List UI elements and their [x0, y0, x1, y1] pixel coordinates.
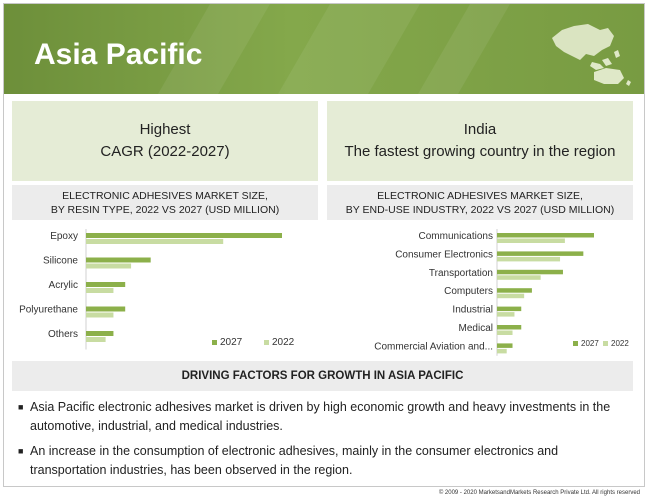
legend-label: 2027 — [220, 337, 243, 348]
drivers-list: ■ Asia Pacific electronic adhesives mark… — [18, 398, 628, 486]
bar-2022 — [86, 337, 106, 342]
category-label: Acrylic — [49, 280, 78, 291]
legend-label: 2022 — [272, 337, 295, 348]
legend-label: 2027 — [581, 339, 599, 348]
bar-2027 — [497, 343, 513, 348]
highlight-country-line1: India — [463, 121, 497, 138]
bar-2022 — [86, 288, 114, 293]
chart-industry-title-line1: ELECTRONIC ADHESIVES MARKET SIZE, — [377, 189, 583, 202]
chart-industry-title: ELECTRONIC ADHESIVES MARKET SIZE, BY END… — [327, 185, 633, 220]
drivers-list-item: ■ Asia Pacific electronic adhesives mark… — [18, 398, 628, 436]
bar-2022 — [497, 312, 515, 317]
bar-2027 — [86, 331, 114, 336]
bar-2022 — [497, 275, 541, 280]
bar-2022 — [86, 239, 224, 244]
page-title: Asia Pacific — [34, 38, 203, 71]
legend-swatch — [573, 341, 578, 346]
bar-2022 — [497, 330, 513, 335]
chart-resin-type: Epoxy Silicone Acrylic Polyurethane Others 20… — [19, 229, 295, 350]
chart-resin-title-line2: BY RESIN TYPE, 2022 VS 2027 (USD MILLION… — [50, 203, 280, 216]
bar-2027 — [497, 325, 522, 330]
bar-2027 — [86, 282, 126, 287]
bar-2027 — [497, 251, 584, 256]
highlight-country-panel: India The fastest growing country in the… — [327, 101, 633, 181]
category-label: Others — [48, 329, 78, 340]
bar-2027 — [497, 288, 532, 293]
category-label: Consumer Electronics — [395, 249, 493, 260]
header-banner: Asia Pacific — [4, 4, 644, 94]
bar-2027 — [497, 306, 522, 312]
bar-2022 — [86, 312, 114, 318]
copyright-footer: © 2009 - 2020 MarketsandMarkets Research… — [438, 490, 640, 496]
chart-end-use-industry: Communications Consumer Electronics Transp… — [374, 229, 629, 356]
category-label: Silicone — [43, 256, 78, 267]
drivers-title: DRIVING FACTORS FOR GROWTH IN ASIA PACIF… — [12, 361, 633, 391]
bar-2022 — [497, 293, 525, 299]
bullet-icon: ■ — [18, 446, 24, 456]
drivers-list-item: ■ An increase in the consumption of elec… — [18, 442, 628, 480]
category-label: Computers — [444, 286, 493, 297]
chart-resin-title: ELECTRONIC ADHESIVES MARKET SIZE, BY RES… — [12, 185, 318, 220]
category-label: Industrial — [452, 305, 493, 316]
bar-2022 — [497, 256, 561, 262]
bullet-icon: ■ — [18, 402, 24, 412]
chart-resin-title-line1: ELECTRONIC ADHESIVES MARKET SIZE, — [62, 189, 268, 202]
category-label: Transportation — [429, 268, 493, 279]
bar-2022 — [86, 263, 132, 269]
category-label: Polyurethane — [19, 305, 78, 316]
highlight-country-line2: The fastest growing country in the regio… — [344, 143, 616, 160]
category-label: Medical — [459, 323, 493, 334]
chart-industry-title-line2: BY END-USE INDUSTRY, 2022 VS 2027 (USD M… — [345, 203, 615, 216]
legend-swatch — [603, 341, 608, 346]
highlight-cagr-panel: Highest CAGR (2022-2027) — [12, 101, 318, 181]
bar-2027 — [86, 257, 151, 263]
highlight-cagr-line2: CAGR (2022-2027) — [100, 143, 230, 160]
bar-2022 — [497, 238, 565, 243]
bar-2027 — [497, 269, 563, 275]
bar-2027 — [86, 306, 126, 312]
category-label: Communications — [419, 231, 493, 242]
bar-2027 — [497, 233, 594, 238]
category-label: Epoxy — [50, 231, 78, 242]
bar-2027 — [86, 233, 282, 238]
drivers-item-text: Asia Pacific electronic adhesives market… — [30, 400, 611, 433]
legend-swatch — [212, 340, 217, 345]
bar-2022 — [497, 348, 507, 354]
category-label: Commercial Aviation and... — [374, 341, 493, 352]
highlight-cagr-line1: Highest — [139, 121, 191, 138]
legend-label: 2022 — [611, 339, 629, 348]
drivers-item-text: An increase in the consumption of electr… — [30, 444, 559, 477]
asia-pacific-map-icon — [552, 24, 631, 86]
legend-swatch — [264, 340, 269, 345]
infographic-frame — [3, 3, 645, 487]
